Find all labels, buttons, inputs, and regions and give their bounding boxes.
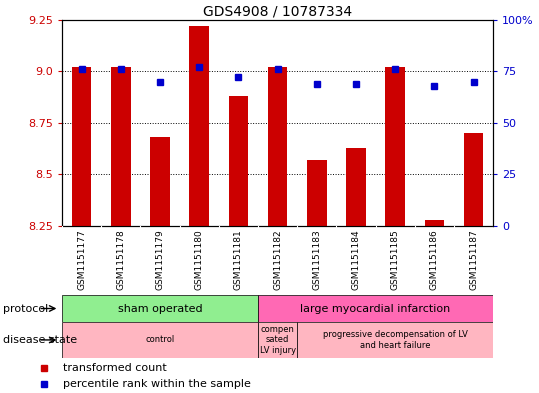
Text: GSM1151186: GSM1151186 — [430, 230, 439, 290]
Text: percentile rank within the sample: percentile rank within the sample — [63, 379, 251, 389]
Text: protocol: protocol — [3, 303, 48, 314]
Text: GSM1151180: GSM1151180 — [195, 230, 204, 290]
Bar — [111, 67, 130, 226]
Bar — [150, 137, 170, 226]
Text: compen
sated
LV injury: compen sated LV injury — [259, 325, 296, 355]
Bar — [385, 67, 405, 226]
Text: disease state: disease state — [3, 335, 77, 345]
Bar — [268, 67, 287, 226]
Text: GSM1151178: GSM1151178 — [116, 230, 125, 290]
Bar — [464, 133, 483, 226]
Bar — [346, 147, 366, 226]
Text: GSM1151177: GSM1151177 — [77, 230, 86, 290]
Bar — [189, 26, 209, 226]
Text: sham operated: sham operated — [118, 303, 202, 314]
Text: GSM1151183: GSM1151183 — [312, 230, 321, 290]
Text: GSM1151185: GSM1151185 — [391, 230, 400, 290]
Bar — [297, 322, 493, 358]
Bar — [425, 220, 444, 226]
Text: GSM1151182: GSM1151182 — [273, 230, 282, 290]
Text: control: control — [146, 336, 175, 344]
Bar — [307, 160, 327, 226]
Text: progressive decompensation of LV
and heart failure: progressive decompensation of LV and hea… — [323, 330, 468, 350]
Title: GDS4908 / 10787334: GDS4908 / 10787334 — [203, 4, 352, 18]
Bar — [258, 322, 297, 358]
Bar — [62, 322, 258, 358]
Bar — [62, 295, 258, 322]
Text: transformed count: transformed count — [63, 363, 166, 373]
Text: GSM1151181: GSM1151181 — [234, 230, 243, 290]
Text: GSM1151184: GSM1151184 — [351, 230, 361, 290]
Text: GSM1151187: GSM1151187 — [469, 230, 478, 290]
Bar — [72, 67, 92, 226]
Bar — [229, 96, 248, 226]
Text: large myocardial infarction: large myocardial infarction — [300, 303, 451, 314]
Bar — [258, 295, 493, 322]
Text: GSM1151179: GSM1151179 — [155, 230, 164, 290]
